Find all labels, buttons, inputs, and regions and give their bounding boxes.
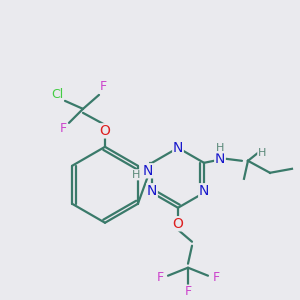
Text: F: F (184, 285, 192, 298)
Text: H: H (132, 170, 140, 180)
Text: N: N (215, 152, 225, 166)
Text: H: H (216, 143, 224, 153)
Text: F: F (212, 271, 220, 284)
Text: O: O (100, 124, 110, 138)
Text: N: N (147, 184, 157, 198)
Text: F: F (156, 271, 164, 284)
Text: N: N (199, 184, 209, 198)
Text: N: N (143, 164, 153, 178)
Text: Cl: Cl (51, 88, 63, 101)
Text: N: N (173, 141, 183, 155)
Text: O: O (172, 217, 183, 231)
Text: H: H (258, 148, 266, 158)
Text: F: F (59, 122, 67, 135)
Text: F: F (99, 80, 106, 93)
